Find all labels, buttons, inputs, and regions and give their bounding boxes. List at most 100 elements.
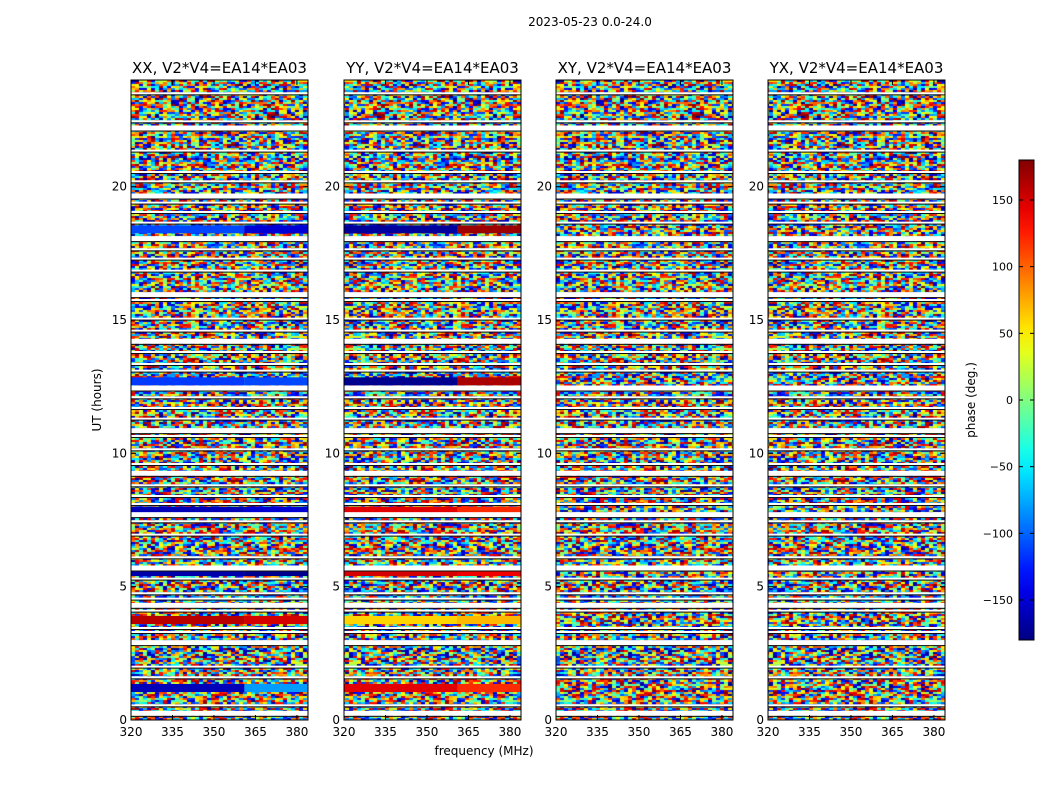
flagged-gap [556, 512, 733, 518]
flagged-gap [768, 495, 945, 497]
x-tick-label: 320 [757, 725, 780, 739]
y-tick-label: 0 [119, 713, 127, 727]
flagged-gap [344, 299, 521, 301]
panel-xx: XX, V2*V4=EA14*EA03 320 335 350 365 380 0 5 10 15… [112, 59, 309, 739]
flagged-gap [556, 676, 733, 679]
flagged-gap [768, 369, 945, 372]
flagged-gap [556, 221, 733, 224]
colorbar-tick-label: −100 [983, 527, 1013, 540]
flagged-gap [344, 710, 521, 716]
flagged-gap [768, 602, 945, 608]
flagged-gap [768, 428, 945, 434]
coherent-band-low [131, 616, 245, 624]
coherent-band-high [244, 684, 308, 692]
flagged-gap [131, 640, 308, 646]
flagged-gap [768, 299, 945, 301]
flagged-gap [344, 640, 521, 646]
flagged-gap [344, 503, 521, 505]
flagged-gap [131, 236, 308, 242]
flagged-gap [131, 503, 308, 505]
coherent-band-low [131, 377, 245, 386]
x-tick-label: 350 [203, 725, 226, 739]
flagged-gap [131, 149, 308, 152]
flagged-gap [344, 609, 521, 612]
coherent-band-low [131, 506, 245, 515]
flagged-gap [131, 125, 308, 131]
flagged-gap [556, 503, 733, 505]
axes-frame [555, 79, 734, 721]
x-tick-label: 320 [333, 725, 356, 739]
flagged-gap [768, 627, 945, 629]
flagged-gap [768, 257, 945, 260]
panel-yy: YY, V2*V4=EA14*EA03 320 335 350 365 380 0 5 10 15… [325, 59, 522, 739]
flagged-gap [131, 385, 308, 391]
flagged-gap [131, 363, 308, 365]
flagged-gap [344, 448, 521, 451]
flagged-gap [131, 417, 308, 420]
flagged-gap [131, 201, 308, 204]
colorbar-tick-label: −50 [990, 461, 1013, 474]
x-tick-label: 380 [922, 725, 945, 739]
flagged-gap [768, 676, 945, 679]
flagged-gap [768, 470, 945, 476]
flagged-gap [344, 193, 521, 199]
flagged-gap [344, 369, 521, 372]
panel-title: YY, V2*V4=EA14*EA03 [345, 59, 519, 77]
flagged-gap [556, 248, 733, 251]
coherent-band-low [344, 684, 458, 692]
flagged-gap [556, 435, 733, 437]
flagged-gap [556, 627, 733, 629]
flagged-gap [344, 236, 521, 242]
flagged-gap [768, 125, 945, 131]
flagged-gap [344, 317, 521, 320]
flagged-gap [768, 448, 945, 451]
flagged-gap [344, 704, 521, 707]
coherent-band-low [344, 506, 458, 515]
flagged-gap [344, 180, 521, 183]
coherent-band-high [457, 568, 521, 576]
flagged-gap [768, 520, 945, 523]
flagged-gap [556, 269, 733, 272]
flagged-gap [556, 369, 733, 372]
colorbar-tick-label: 50 [999, 327, 1013, 340]
flagged-gap [131, 556, 308, 559]
flagged-gap [768, 351, 945, 353]
flagged-gap [131, 676, 308, 679]
coherent-band-low [344, 225, 458, 234]
flagged-gap [344, 292, 521, 298]
flagged-gap [556, 609, 733, 612]
flagged-gap [768, 171, 945, 173]
y-tick-label: 0 [544, 713, 552, 727]
x-tick-label: 335 [798, 725, 821, 739]
coherent-band-high [457, 225, 521, 234]
flagged-gap [131, 120, 308, 123]
flagged-gap [556, 92, 733, 95]
panel-yx: YX, V2*V4=EA14*EA03 320 335 350 365 380 0 5 10 15… [749, 59, 946, 739]
flagged-gap [131, 448, 308, 451]
y-tick-label: 5 [332, 580, 340, 594]
x-tick-label: 320 [545, 725, 568, 739]
phase-noise-field [768, 80, 945, 720]
panel-title: XY, V2*V4=EA14*EA03 [558, 59, 732, 77]
coherent-band-high [244, 377, 308, 386]
flagged-gap [131, 592, 308, 595]
flagged-gap [344, 149, 521, 152]
coherent-band-high [244, 225, 308, 234]
x-tick-label: 350 [840, 725, 863, 739]
y-tick-label: 10 [325, 446, 340, 460]
flagged-gap [768, 556, 945, 559]
flagged-gap [344, 92, 521, 95]
panel-xy: XY, V2*V4=EA14*EA03 320 335 350 365 380 0 5 10 15… [537, 59, 734, 739]
flagged-gap [131, 351, 308, 353]
flagged-gap [131, 221, 308, 224]
coherent-band-low [131, 568, 245, 576]
flagged-gap [344, 495, 521, 497]
flagged-gap [556, 171, 733, 173]
panels-group: XX, V2*V4=EA14*EA03 320 335 350 365 380 0 5 10 15… [112, 59, 946, 739]
flagged-gap [556, 520, 733, 523]
flagged-gap [768, 417, 945, 420]
flagged-gap [768, 577, 945, 580]
flagged-gap [344, 512, 521, 518]
flagged-gap [344, 592, 521, 595]
